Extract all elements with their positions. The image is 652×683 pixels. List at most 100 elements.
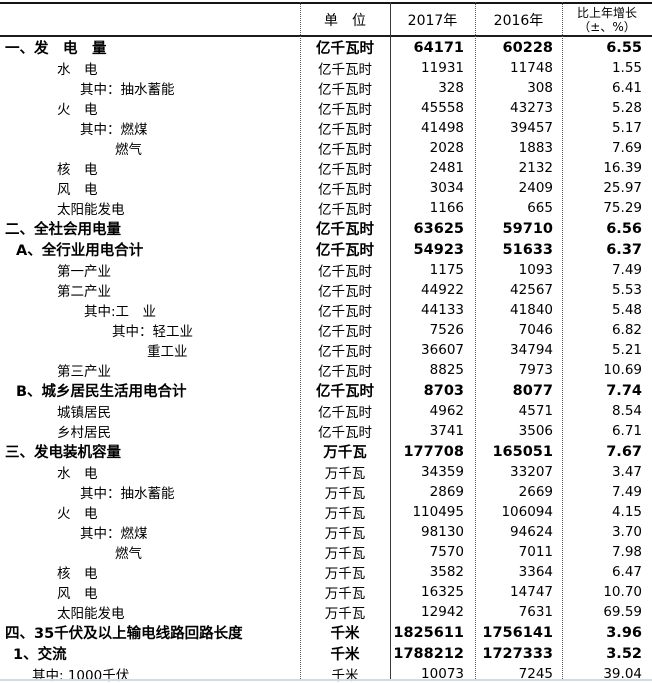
unit-cell: 万千瓦: [324, 486, 366, 502]
growth-value: 10.69: [603, 362, 642, 378]
table-row: 乡村居民 亿千瓦时 3741 3506 6.71: [0, 421, 652, 441]
value-2016: 2132: [518, 160, 553, 176]
value-2017: 16325: [421, 584, 464, 600]
value-2017: 2481: [429, 160, 464, 176]
table-header: 单 位 2017年 2016年 比上年增长 （±、%）: [0, 4, 652, 35]
row-label: 火 电: [57, 506, 98, 522]
growth-value: 6.71: [611, 423, 642, 439]
unit-cell: 亿千瓦时: [318, 425, 372, 441]
growth-value: 7.69: [611, 140, 642, 156]
table-row: 水 电 亿千瓦时 11931 11748 1.55: [0, 58, 652, 78]
table-bottom-border: [0, 679, 652, 681]
value-2016: 7011: [518, 544, 553, 560]
value-2016: 308: [527, 80, 553, 96]
table-row: 第二产业 亿千瓦时 44922 42567 5.53: [0, 280, 652, 300]
unit-cell: 亿千瓦时: [316, 384, 374, 400]
row-label: 其中:工 业: [84, 304, 157, 320]
row-label: 第一产业: [57, 264, 111, 280]
unit-cell: 万千瓦: [324, 506, 366, 522]
value-2016: 39457: [510, 120, 553, 136]
growth-value: 7.49: [611, 484, 642, 500]
table-top-border: [0, 2, 652, 4]
value-2016: 7245: [518, 666, 553, 682]
table-row: 第一产业 亿千瓦时 1175 1093 7.49: [0, 260, 652, 280]
row-label: 燃气: [115, 142, 142, 158]
value-2017: 7570: [429, 544, 464, 560]
unit-cell: 亿千瓦时: [318, 344, 372, 360]
row-label: 燃气: [115, 546, 142, 562]
column-divider-unit-2017: [390, 2, 391, 679]
growth-value: 5.48: [611, 302, 642, 318]
table-row: B、城乡居民生活用电合计 亿千瓦时 8703 8077 7.74: [0, 380, 652, 401]
growth-value: 3.47: [611, 464, 642, 480]
table-row: 其中：燃煤 万千瓦 98130 94624 3.70: [0, 522, 652, 542]
value-2016: 3506: [518, 423, 553, 439]
value-2017: 8703: [423, 382, 464, 399]
table-row: 其中：抽水蓄能 万千瓦 2869 2669 7.49: [0, 482, 652, 502]
header-growth-line1: 比上年增长: [576, 5, 637, 20]
growth-value: 7.74: [606, 382, 642, 399]
unit-cell: 亿千瓦时: [318, 284, 372, 300]
value-2016: 42567: [510, 282, 553, 298]
unit-cell: 万千瓦: [324, 566, 366, 582]
value-2016: 94624: [510, 524, 553, 540]
value-2017: 64171: [413, 39, 464, 56]
growth-value: 39.04: [603, 666, 642, 682]
row-label: 火 电: [57, 102, 98, 118]
value-2017: 2869: [429, 484, 464, 500]
table-row: 1、交流 千米 1788212 1727333 3.52: [0, 643, 652, 664]
table-row: 重工业 亿千瓦时 36607 34794 5.21: [0, 340, 652, 360]
unit-cell: 亿千瓦时: [318, 324, 372, 340]
unit-cell: 亿千瓦时: [318, 202, 372, 218]
growth-value: 5.28: [611, 100, 642, 116]
table-row: 其中：抽水蓄能 亿千瓦时 328 308 6.41: [0, 78, 652, 98]
value-2016: 60228: [502, 39, 553, 56]
value-2016: 1093: [518, 262, 553, 278]
growth-value: 69.59: [603, 604, 642, 620]
table-row: 三、发电装机容量 万千瓦 177708 165051 7.67: [0, 441, 652, 462]
growth-value: 1.55: [611, 60, 642, 76]
value-2017: 36607: [421, 342, 464, 358]
value-2017: 41498: [421, 120, 464, 136]
row-label: 核 电: [57, 162, 98, 178]
value-2016: 165051: [492, 443, 553, 460]
table-row: 燃气 亿千瓦时 2028 1883 7.69: [0, 138, 652, 158]
row-label: 乡村居民: [57, 425, 111, 441]
column-divider-2016-growth: [562, 2, 563, 679]
growth-value: 6.82: [611, 322, 642, 338]
value-2017: 110495: [412, 504, 464, 520]
unit-cell: 万千瓦: [324, 606, 366, 622]
unit-cell: 万千瓦: [324, 546, 366, 562]
growth-value: 75.29: [603, 200, 642, 216]
row-label: 其中：燃煤: [80, 526, 148, 542]
growth-value: 8.54: [611, 403, 642, 419]
value-2017: 45558: [421, 100, 464, 116]
unit-cell: 亿千瓦时: [318, 182, 372, 198]
row-label: 核 电: [57, 566, 98, 582]
growth-value: 7.49: [611, 262, 642, 278]
table-row: 四、35千伏及以上输电线路回路长度 千米 1825611 1756141 3.96: [0, 622, 652, 643]
header-unit: 单 位: [324, 12, 366, 29]
unit-cell: 亿千瓦时: [318, 122, 372, 138]
table-row: 其中:工 业 亿千瓦时 44133 41840 5.48: [0, 300, 652, 320]
row-label: 风 电: [57, 182, 98, 198]
value-2016: 106094: [501, 504, 553, 520]
unit-cell: 亿千瓦时: [318, 364, 372, 380]
growth-value: 6.37: [606, 241, 642, 258]
value-2016: 2669: [518, 484, 553, 500]
value-2017: 44133: [421, 302, 464, 318]
value-2016: 4571: [518, 403, 553, 419]
value-2016: 43273: [510, 100, 553, 116]
unit-cell: 千米: [330, 626, 360, 642]
value-2016: 33207: [510, 464, 553, 480]
unit-cell: 万千瓦: [323, 445, 367, 461]
value-2016: 7046: [518, 322, 553, 338]
growth-value: 6.47: [611, 564, 642, 580]
value-2016: 59710: [502, 220, 553, 237]
growth-value: 4.15: [611, 504, 642, 520]
unit-cell: 亿千瓦时: [318, 264, 372, 280]
row-label: B、城乡居民生活用电合计: [16, 384, 187, 400]
value-2016: 51633: [502, 241, 553, 258]
table-row: 城镇居民 亿千瓦时 4962 4571 8.54: [0, 401, 652, 421]
